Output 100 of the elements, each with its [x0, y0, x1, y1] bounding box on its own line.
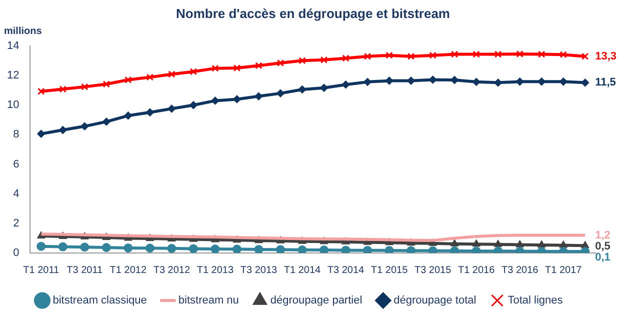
- point: [58, 126, 67, 134]
- point: [450, 246, 460, 253]
- point: [146, 108, 154, 116]
- point: [320, 84, 328, 92]
- point: [428, 246, 438, 253]
- point: [494, 50, 502, 58]
- point: [384, 246, 394, 253]
- point: [168, 70, 176, 78]
- point: [212, 64, 219, 72]
- point: [80, 122, 89, 130]
- point: [254, 244, 264, 253]
- data-label: 1,2: [595, 229, 610, 242]
- y-tick-label: 4: [13, 188, 20, 200]
- point: [320, 56, 328, 64]
- point: [167, 244, 176, 253]
- point: [102, 243, 111, 252]
- point: [254, 92, 263, 100]
- point: [559, 78, 568, 86]
- x-tick-label: T3 2011: [66, 264, 104, 276]
- point: [168, 104, 176, 113]
- x-tick-label: T1 2016: [458, 264, 496, 276]
- x-tick-label: T3 2015: [414, 264, 452, 276]
- point: [407, 52, 415, 60]
- y-axis-title: millions: [4, 26, 42, 37]
- y-tick-label: 2: [13, 217, 20, 230]
- point: [81, 83, 88, 90]
- data-label: 0,1: [595, 251, 610, 264]
- point: [58, 242, 68, 252]
- point: [494, 240, 502, 247]
- x-tick-label: T1 2015: [370, 264, 408, 276]
- point: [232, 244, 242, 253]
- x-tick-label: T1 2011: [23, 264, 60, 276]
- point: [102, 80, 110, 88]
- point: [102, 118, 110, 126]
- point: [38, 88, 45, 95]
- point: [516, 50, 524, 58]
- y-tick-label: 6: [13, 158, 20, 170]
- point: [298, 85, 306, 94]
- y-tick-label: 10: [6, 99, 20, 112]
- x-tick-label: T3 2013: [240, 264, 278, 276]
- point: [210, 244, 220, 253]
- point: [298, 57, 306, 64]
- point: [428, 76, 437, 84]
- legend-label: Total lignes: [508, 294, 564, 307]
- point: [124, 76, 132, 84]
- point: [364, 52, 372, 60]
- point: [145, 244, 154, 253]
- point: [36, 242, 46, 251]
- x-tick-label: T3 2014: [327, 264, 365, 276]
- point: [385, 76, 394, 85]
- point: [189, 101, 198, 110]
- point: [559, 240, 568, 248]
- point: [386, 52, 393, 59]
- point: [255, 62, 262, 70]
- x-tick-label: T1 2012: [110, 264, 147, 276]
- point: [560, 51, 567, 58]
- legend-label: bitstream classique: [52, 294, 147, 307]
- data-label: 13,3: [595, 50, 617, 62]
- point: [146, 74, 154, 81]
- point: [188, 244, 198, 253]
- point: [429, 52, 436, 59]
- y-tick-label: 14: [6, 40, 20, 52]
- y-tick-label: 8: [13, 128, 20, 141]
- point: [581, 241, 590, 248]
- legend-label: dégroupage total: [394, 294, 476, 307]
- point: [363, 246, 372, 253]
- legend-label: dégroupage partiel: [270, 294, 362, 307]
- point: [538, 50, 546, 58]
- point: [406, 246, 416, 253]
- point: [276, 59, 284, 67]
- point: [59, 86, 66, 93]
- x-tick-label: T1 2017: [545, 264, 582, 276]
- point: [581, 78, 590, 87]
- point: [320, 246, 328, 253]
- data-label: 0,5: [595, 240, 610, 252]
- point: [276, 245, 285, 253]
- y-tick-label: 0: [13, 247, 20, 260]
- point: [233, 64, 241, 72]
- point: [124, 112, 132, 120]
- x-tick-label: T3 2012: [153, 264, 190, 276]
- legend-label: bitstream nu: [178, 294, 239, 307]
- x-tick-label: T3 2016: [501, 264, 539, 276]
- point: [472, 240, 480, 247]
- point: [450, 50, 458, 58]
- point: [124, 243, 133, 252]
- y-tick-label: 12: [6, 70, 20, 82]
- point: [342, 54, 350, 62]
- point: [190, 68, 198, 76]
- point: [516, 78, 524, 86]
- point: [450, 76, 459, 84]
- point: [538, 240, 546, 248]
- point: [298, 245, 307, 253]
- data-label: 11,5: [595, 76, 616, 89]
- point: [341, 246, 350, 253]
- point: [80, 242, 90, 252]
- chart-title: Nombre d'accès en dégroupage et bitstream: [174, 6, 451, 21]
- point: [516, 240, 524, 248]
- point: [276, 89, 284, 98]
- point: [472, 50, 480, 58]
- x-tick-label: T1 2013: [196, 264, 234, 276]
